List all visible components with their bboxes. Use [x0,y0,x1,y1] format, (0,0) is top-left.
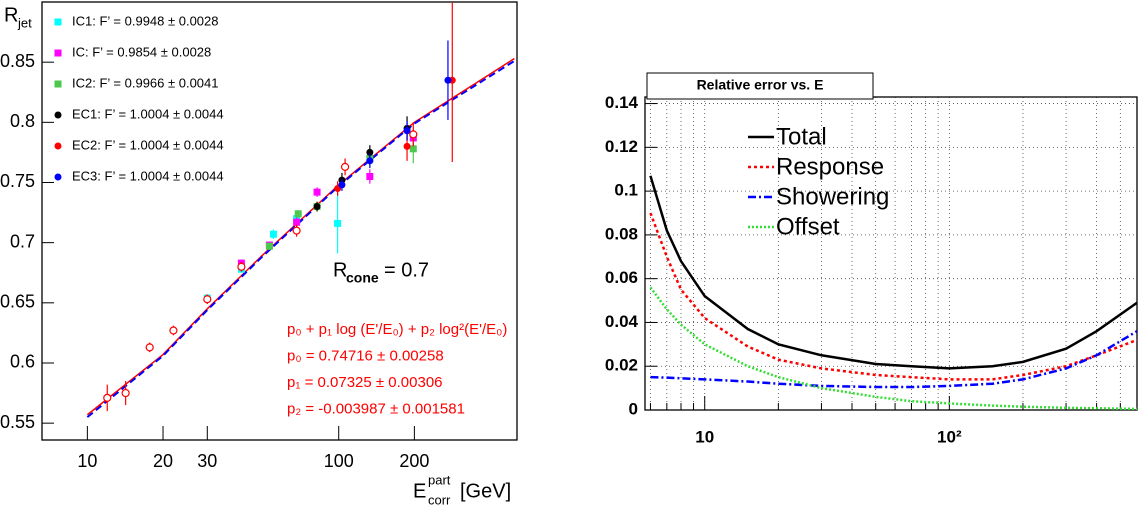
x-tick-label: 10² [937,427,962,446]
data-point [169,326,178,335]
plot-frame [41,1,518,441]
title-box [646,72,874,100]
data-point [313,203,321,211]
data-point [269,230,277,238]
data-point [366,172,374,180]
annotation: = 0.7 [384,259,429,281]
data-point [203,295,212,304]
y-tick-label: 0.14 [605,93,639,112]
plot-area [649,175,1137,410]
plot-frame [644,96,1138,411]
y-tick-label: 0.06 [605,268,638,287]
y-axis-label-sub: jet [17,15,32,30]
data-point [409,145,417,153]
data-point [444,76,452,84]
chart-panel: 0.55 0.6 0.65 0.7 0.75 0.8 0.85 10 20 30 100 200 IC1… [0,1,518,507]
y-tick-label: 0.08 [605,224,638,243]
x-tick-label: 20 [153,451,173,471]
series-line [650,330,1137,389]
y-tick-label: 0 [629,399,638,418]
data-point [334,219,342,227]
data-point [121,388,130,398]
fit-text: p₂ = -0.003987 ± 0.001581 [287,400,465,417]
data-point [313,188,321,196]
legend-label: EC2: F’ = 1.0004 ± 0.0044 [72,137,224,152]
legend-marker [54,142,62,150]
y-tick-label: 0.7 [10,231,35,251]
legend-marker [54,49,62,57]
series-line [649,212,1137,381]
annotation-sub: cone [346,270,379,286]
data-point [403,127,411,135]
y-tick-label: 0.75 [0,171,35,191]
y-tick-label: 0.1 [614,181,638,200]
fit-text: p₀ + p₁ log (E'/E₀) + p₂ log²(E'/E₀) [287,321,507,338]
x-tick-label: 10 [695,427,714,446]
legend-label: Showering [776,183,889,210]
data-point [338,181,346,189]
chart-title: Relative error vs. E [697,77,824,93]
legend-marker [54,18,62,26]
x-tick-label: 10 [77,451,97,471]
legend-label: Response [776,153,884,180]
y-tick-label: 0.04 [605,312,639,331]
y-axis-label: R [4,4,18,26]
data-point [103,393,112,402]
legend-label: EC1: F’ = 1.0004 ± 0.0044 [72,106,224,121]
legend-label: Offset [776,213,840,240]
data-point [292,226,301,235]
y-tick-label: 0.12 [605,137,638,156]
annotation: R [333,259,347,281]
x-axis-label-sup: part [428,472,451,487]
data-point [340,162,350,171]
data-point [403,142,411,150]
data-point [145,343,154,352]
series-line [86,57,515,416]
legend-marker [54,173,62,181]
y-tick-label: 0.85 [0,51,35,71]
data-point [294,210,302,218]
data-point [366,148,374,156]
plot-frame-bg [42,2,517,440]
legend-label: IC2: F’ = 0.9966 ± 0.0041 [72,75,219,90]
data-point [237,262,246,271]
x-axis-label: E [413,480,426,502]
legend-label: Total [776,123,827,150]
legend-label: IC1: F’ = 0.9948 ± 0.0028 [72,13,219,28]
data-point [293,218,301,226]
fit-text: p₁ = 0.07325 ± 0.00306 [287,374,443,391]
legend-marker [54,80,62,88]
y-tick-label: 0.55 [0,412,35,432]
x-tick-label: 30 [197,451,217,471]
plot-frame-bg [645,97,1137,410]
legend-marker [54,111,62,119]
x-axis-label-sub: corr [428,492,451,507]
data-point [265,242,273,250]
legend-label: IC: F’ = 0.9854 ± 0.0028 [72,44,211,59]
data-point [409,130,418,139]
x-axis-label-unit: [GeV] [460,480,511,502]
y-tick-label: 0.6 [10,352,35,372]
x-tick-label: 100 [324,451,354,471]
fit-text: p₀ = 0.74716 ± 0.00258 [287,347,444,364]
x-tick-label: 200 [399,451,429,471]
series-line [649,175,1137,370]
data-point [366,157,374,165]
legend-label: EC3: F’ = 1.0004 ± 0.0044 [72,168,224,183]
y-tick-label: 0.65 [0,292,35,312]
plot-area [86,2,515,418]
y-tick-label: 0.02 [605,356,638,375]
chart-panel: 0 0.02 0.04 0.06 0.08 0.1 0.12 0.14 10 10² Total Re… [605,72,1138,446]
y-tick-label: 0.8 [10,111,35,131]
